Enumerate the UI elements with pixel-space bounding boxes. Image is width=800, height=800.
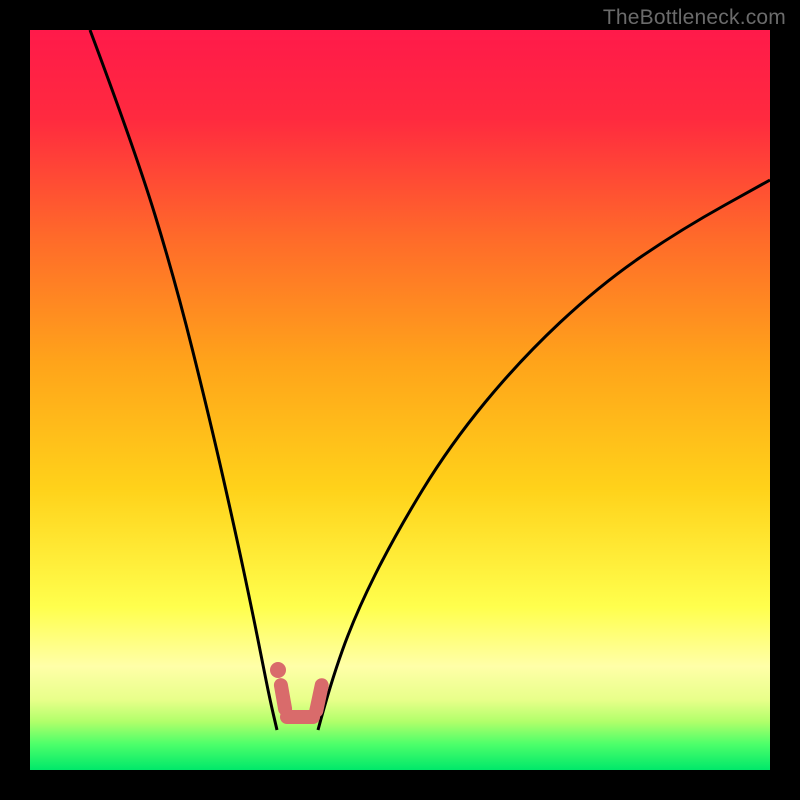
plot-area — [30, 30, 770, 770]
curve-right — [318, 180, 770, 730]
curve-left — [90, 30, 277, 730]
marker-u-shape — [270, 662, 330, 724]
curve-layer — [30, 30, 770, 770]
watermark-text: TheBottleneck.com — [603, 6, 786, 30]
